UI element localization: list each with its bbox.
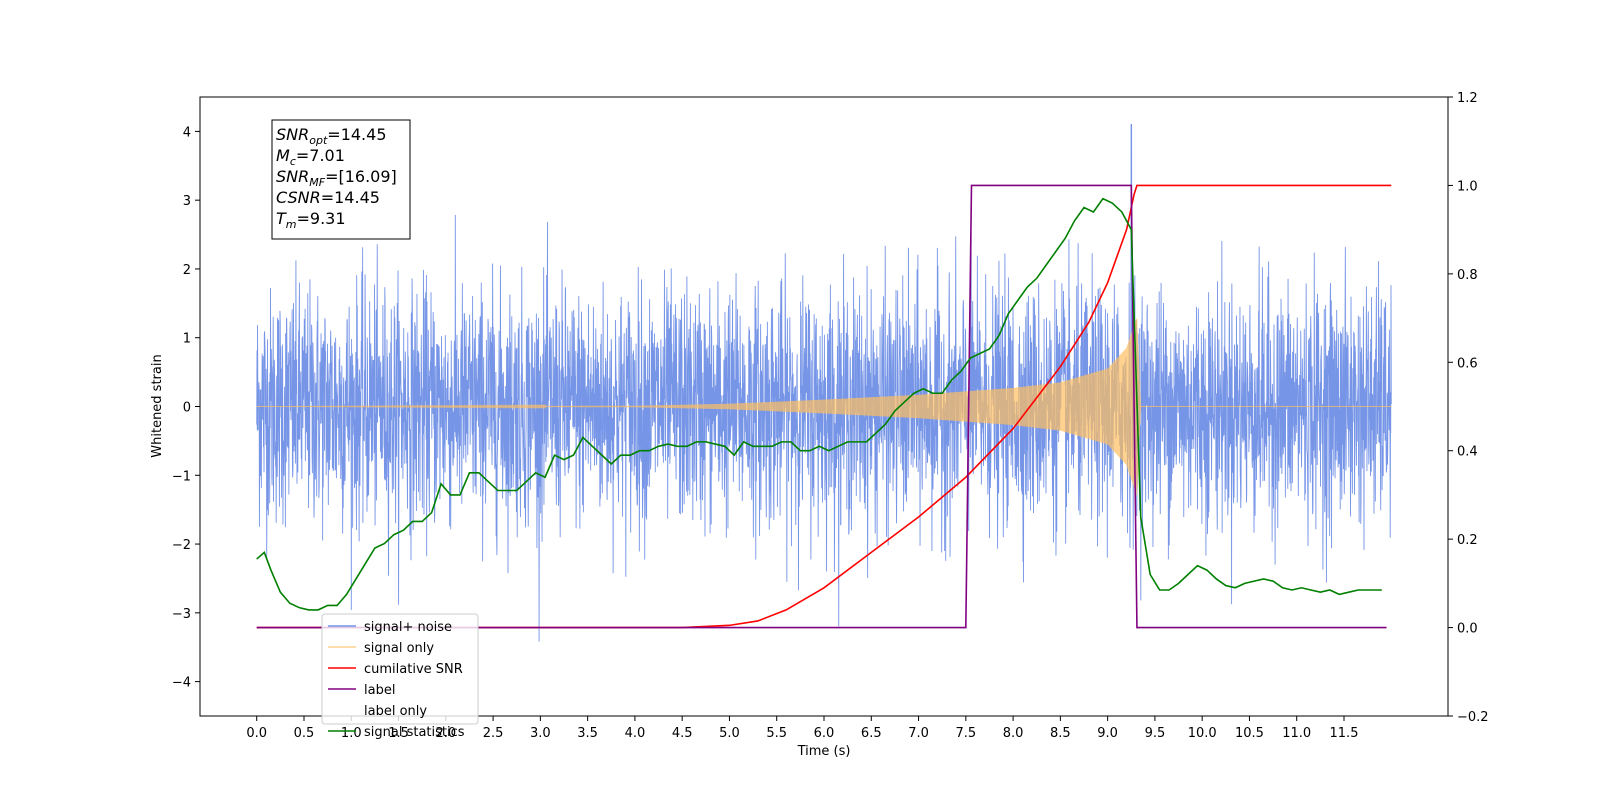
series-signal-statistics-line — [256, 197, 1382, 611]
annotation-line: SNRopt=14.45 — [276, 125, 387, 147]
y-left-tick-label: 4 — [183, 125, 191, 140]
x-tick-label: 0.5 — [294, 726, 315, 741]
y-right-tick-label: 0.4 — [1457, 445, 1478, 460]
y-left-tick-label: −4 — [172, 676, 191, 691]
x-tick-label: 2.0 — [435, 726, 456, 741]
x-tick-label: 9.5 — [1145, 726, 1166, 741]
x-tick-label: 1.5 — [388, 726, 409, 741]
x-tick-label: 7.0 — [908, 726, 929, 741]
legend-label: signal only — [364, 641, 434, 656]
y-right-tick-label: 0.6 — [1457, 356, 1478, 371]
series-layer — [256, 124, 1392, 642]
x-tick-label: 10.5 — [1235, 726, 1264, 741]
x-tick-label: 6.5 — [861, 726, 882, 741]
x-tick-label: 9.0 — [1097, 726, 1118, 741]
y-left-tick-label: −2 — [172, 538, 191, 553]
annotation-box-frame — [271, 119, 411, 240]
x-tick-label: 10.0 — [1188, 726, 1217, 741]
y-right-tick-label: 1.2 — [1457, 91, 1478, 106]
y-left-tick-label: 1 — [183, 332, 191, 347]
x-tick-label: 3.0 — [530, 726, 551, 741]
y-right-tick-label: 0.0 — [1457, 622, 1478, 637]
x-tick-label: 2.5 — [483, 726, 504, 741]
x-tick-label: 3.5 — [577, 726, 598, 741]
x-tick-label: 5.5 — [766, 726, 787, 741]
y-axis-label: Whitened strain — [150, 354, 165, 457]
y-left-tick-label: 0 — [183, 401, 191, 416]
legend-label: signal+ noise — [364, 620, 452, 635]
y-right-tick-label: 0.2 — [1457, 533, 1478, 548]
x-axis: 0.0 0.5 1.0 1.5 2.0 2.5 3.0 3.5 4.0 4.5 5.0 5.5 6.0 6… — [246, 716, 1358, 741]
y-right-tick-label: 1.0 — [1457, 179, 1478, 194]
annotation-line: SNRMF=[16.09] — [276, 167, 397, 189]
x-tick-label: 5.0 — [719, 726, 740, 741]
x-tick-label: 8.0 — [1003, 726, 1024, 741]
annotation-line: Mc=7.01 — [276, 146, 345, 168]
x-axis-label: Time (s) — [797, 744, 851, 759]
annotation-line: CSNR=14.45 — [276, 188, 380, 207]
x-tick-label: 8.5 — [1050, 726, 1071, 741]
y-left-tick-label: 2 — [183, 263, 191, 278]
annotation-box: SNRopt=14.45Mc=7.01SNRMF=[16.09]CSNR=14.… — [271, 119, 411, 240]
legend: signal+ noise signal only cumilative SNR la… — [321, 613, 479, 740]
y-left-tick-label: 3 — [183, 194, 191, 209]
y-axis-left: −4 −3 −2 −1 0 1 2 3 4 — [172, 125, 200, 691]
legend-frame — [321, 613, 479, 725]
x-tick-label: 11.5 — [1330, 726, 1359, 741]
y-right-tick-label: −0.2 — [1457, 710, 1489, 725]
y-axis-right: −0.2 0.0 0.2 0.4 0.6 0.8 1.0 1.2 — [1448, 91, 1489, 725]
x-tick-label: 4.5 — [672, 726, 693, 741]
legend-label: signal statistics — [364, 725, 465, 740]
series-signal-noise-line — [256, 124, 1392, 642]
legend-label: label only — [364, 704, 427, 719]
x-tick-label: 1.0 — [341, 726, 362, 741]
legend-label: label — [364, 683, 395, 698]
x-tick-label: 7.5 — [955, 726, 976, 741]
legend-label: cumilative SNR — [364, 662, 463, 677]
annotation-line: Tm=9.31 — [276, 209, 346, 231]
x-tick-label: 11.0 — [1282, 726, 1311, 741]
x-tick-label: 0.0 — [246, 726, 267, 741]
series-label-line — [256, 184, 1387, 629]
y-left-tick-label: −3 — [172, 607, 191, 622]
series-signal-only-line — [256, 318, 1392, 496]
y-left-tick-label: −1 — [172, 469, 191, 484]
y-right-tick-label: 0.8 — [1457, 268, 1478, 283]
x-tick-label: 6.0 — [814, 726, 835, 741]
x-tick-label: 4.0 — [625, 726, 646, 741]
